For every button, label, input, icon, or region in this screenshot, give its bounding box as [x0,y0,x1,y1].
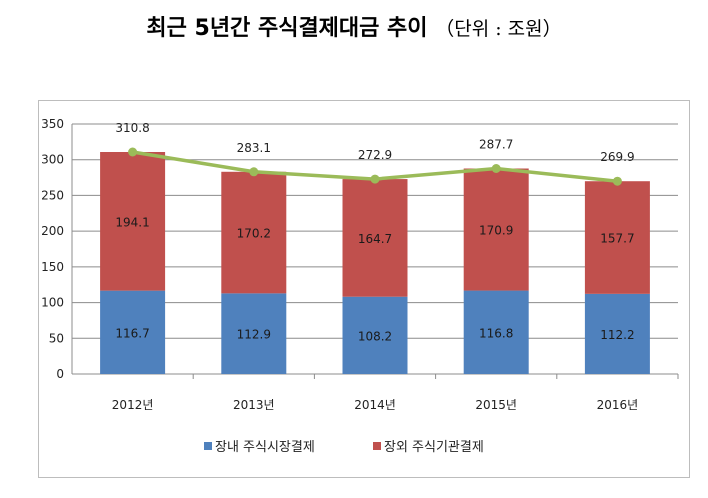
legend-label: 장내 주식시장결제 [215,440,315,455]
y-tick-label: 350 [41,117,64,131]
y-tick-label: 150 [41,260,64,274]
x-tick-label: 2014년 [354,398,396,412]
y-tick-label: 100 [41,296,64,310]
bar-otc [584,181,650,294]
chart-frame [38,100,690,478]
data-label: 164.7 [358,232,392,246]
bar-otc [342,179,408,297]
x-tick-label: 2016년 [597,398,639,412]
data-label: 170.2 [237,227,271,241]
x-tick-label: 2012년 [112,398,154,412]
y-tick-label: 200 [41,224,64,238]
legend-label: 장외 주식기관결제 [384,440,484,455]
title-unit: （단위 : 조원） [435,18,562,40]
total-label: 269.9 [600,150,634,164]
total-marker [249,167,259,177]
bar-exchange [584,293,650,374]
data-label: 194.1 [115,215,149,229]
data-label: 116.7 [115,326,149,340]
y-tick-label: 300 [41,153,64,167]
total-label: 272.9 [358,148,392,162]
bar-otc [221,171,287,294]
total-marker [128,147,138,157]
bar-exchange [463,290,529,374]
x-tick-label: 2013년 [233,398,275,412]
total-marker [491,164,501,173]
data-label: 170.9 [479,224,513,238]
chart-title: 최근 5년간 주식결제대금 추이 （단위 : 조원） [0,10,708,42]
data-label: 157.7 [600,232,634,246]
data-label: 108.2 [358,329,392,343]
total-label: 287.7 [479,138,513,152]
total-marker [612,176,622,186]
data-label: 112.9 [237,328,271,342]
data-label: 112.2 [600,328,634,342]
y-tick-label: 250 [41,188,64,202]
legend-swatch [373,442,381,450]
title-main: 최근 5년간 주식결제대금 추이 [146,16,428,41]
data-label: 116.8 [479,326,513,340]
total-label: 310.8 [115,121,149,135]
bar-otc [463,168,529,291]
x-tick-label: 2015년 [475,398,517,412]
y-tick-label: 0 [56,367,64,381]
y-tick-label: 50 [49,331,64,345]
bar-exchange [100,290,166,374]
bar-exchange [342,296,408,374]
total-marker [370,174,380,184]
legend-swatch [204,442,212,450]
bar-exchange [221,293,287,374]
total-label: 283.1 [237,141,271,155]
bar-otc [100,152,166,291]
